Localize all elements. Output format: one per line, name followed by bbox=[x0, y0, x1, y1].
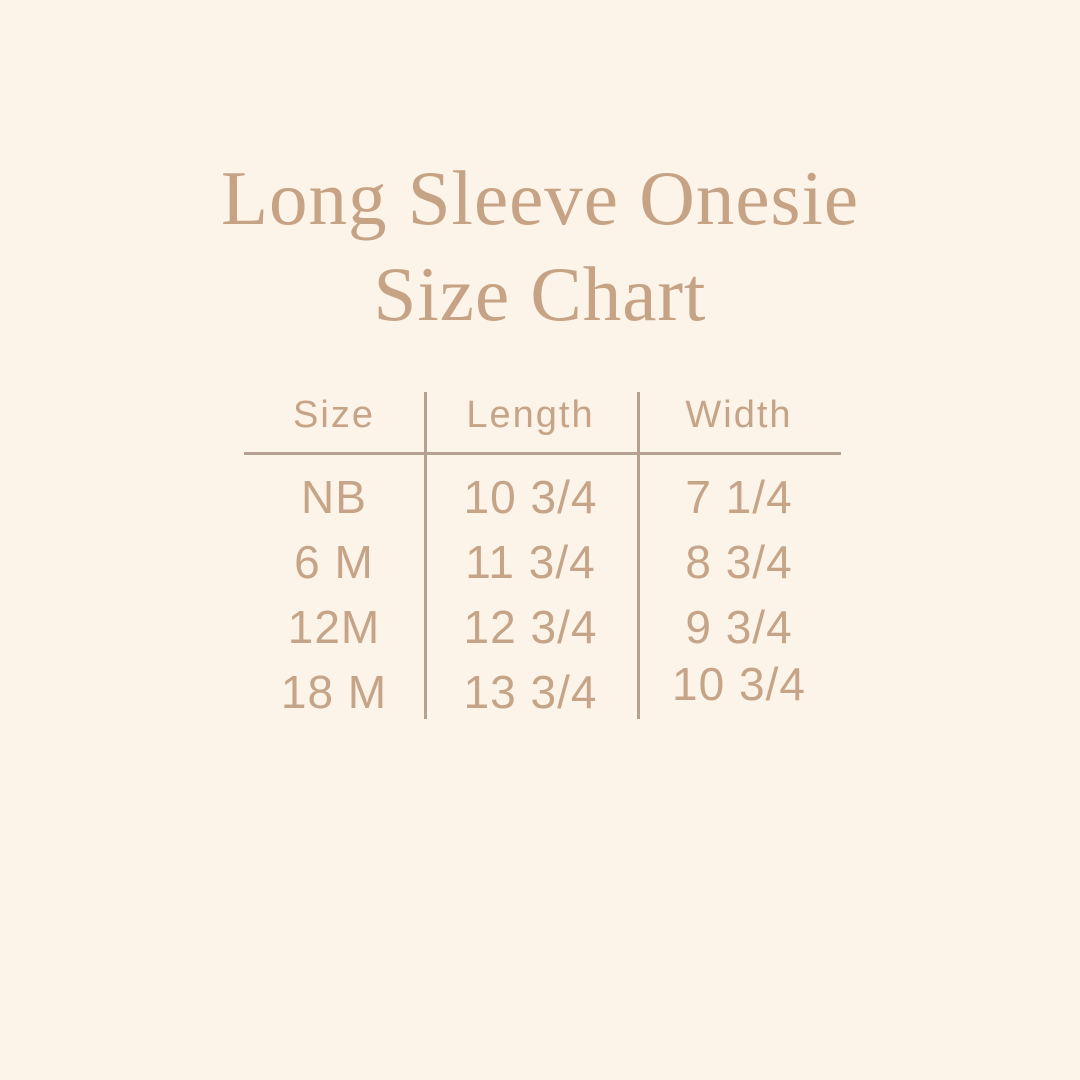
table-cell-width-nb: 7 1/4 bbox=[685, 470, 793, 523]
table-cell-width-6m: 8 3/4 bbox=[685, 535, 793, 588]
table-cell-size-nb: NB bbox=[301, 470, 367, 523]
column-divider-2 bbox=[637, 392, 640, 719]
page-title: Long Sleeve Onesie Size Chart bbox=[0, 150, 1080, 342]
table-body: NB 10 3/4 7 1/4 6 M 11 3/4 8 3/4 12M 12 … bbox=[244, 464, 841, 724]
table-cell-length-18m: 13 3/4 bbox=[463, 665, 598, 718]
column-divider-1 bbox=[424, 392, 427, 719]
column-header-width: Width bbox=[685, 393, 793, 436]
table-cell-length-12m: 12 3/4 bbox=[463, 600, 598, 653]
size-chart-table: Size Length Width NB 10 3/4 7 1/4 6 M 11… bbox=[244, 378, 841, 724]
column-header-size: Size bbox=[293, 393, 375, 436]
table-cell-width-18m: 10 3/4 bbox=[672, 657, 806, 710]
table-cell-width-12m: 9 3/4 bbox=[685, 600, 793, 653]
table-cell-size-12m: 12M bbox=[287, 600, 381, 653]
table-cell-size-6m: 6 M bbox=[294, 535, 374, 588]
title-line-2: Size Chart bbox=[373, 251, 707, 337]
header-rule bbox=[244, 452, 841, 455]
table-cell-length-6m: 11 3/4 bbox=[465, 535, 596, 588]
table-header-row: Size Length Width bbox=[244, 378, 841, 452]
title-line-1: Long Sleeve Onesie bbox=[220, 155, 860, 241]
column-header-length: Length bbox=[466, 393, 595, 436]
table-cell-size-18m: 18 M bbox=[280, 665, 388, 718]
table-cell-length-nb: 10 3/4 bbox=[463, 470, 598, 523]
